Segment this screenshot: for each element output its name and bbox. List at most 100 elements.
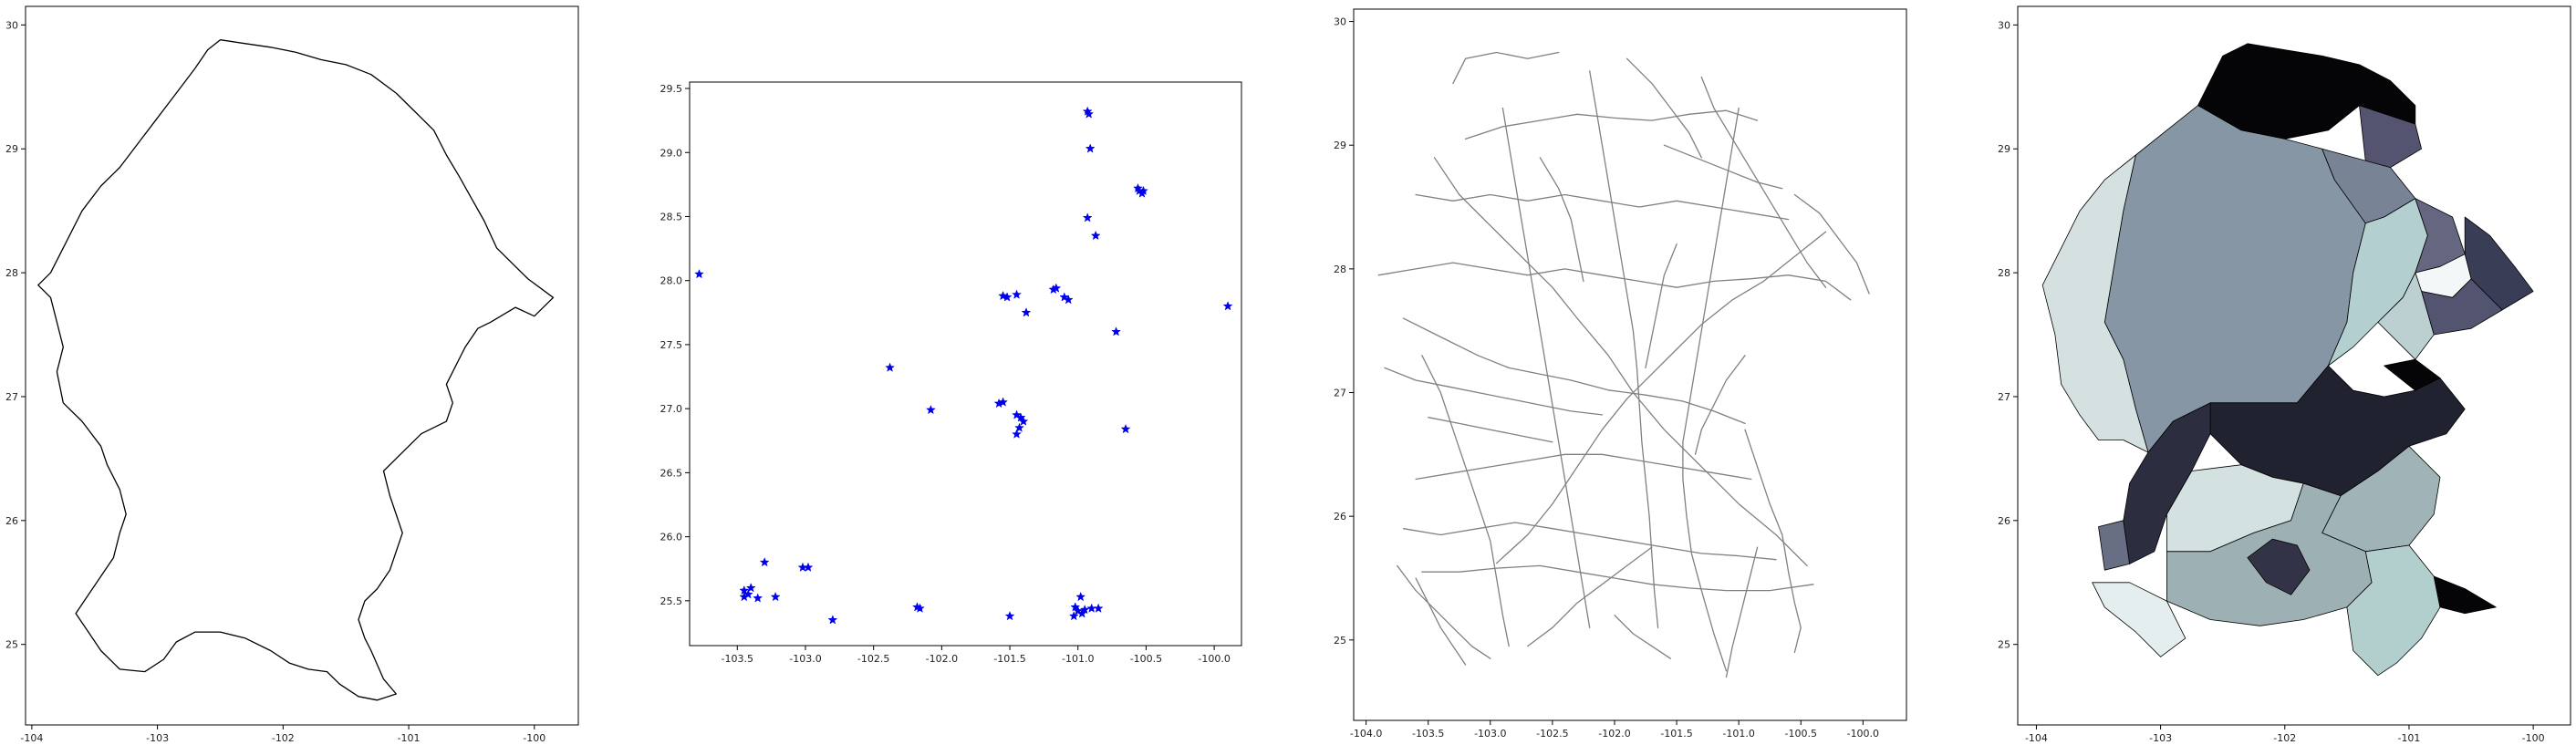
x-tick-label: -101.5 [1660, 728, 1692, 740]
road-line [1452, 51, 1560, 85]
scatter-point [1073, 605, 1084, 616]
scatter-point [745, 583, 756, 593]
scatter-point [1012, 289, 1022, 299]
scatter-point [1070, 602, 1081, 612]
y-tick-label: 28 [5, 267, 18, 279]
x-tick-label: -100.0 [1847, 728, 1879, 740]
road-line [1495, 231, 1827, 564]
scatter-point [1090, 230, 1101, 241]
y-tick-label: 28.0 [660, 275, 683, 287]
state-boundary-outline [37, 39, 555, 701]
road-line [1397, 564, 1491, 659]
scatter-point [1012, 429, 1022, 439]
region-polygon [2433, 575, 2497, 615]
scatter-point [1084, 109, 1095, 119]
region-polygon [2377, 272, 2435, 360]
scatter-point [1085, 143, 1096, 153]
road-line [1428, 417, 1553, 443]
scatter-point [926, 404, 936, 415]
regions-choropleth-map: -104 -103 -102 -101 -100 25 26 27 28 29 30 [1998, 5, 2571, 744]
road-line [1645, 243, 1678, 369]
y-tick-label: 26 [5, 515, 18, 527]
x-tick-label: -101 [2397, 732, 2420, 744]
y-tick-label: 25.5 [660, 595, 683, 607]
road-line [1421, 564, 1814, 592]
x-tick-label: -100.0 [1198, 653, 1230, 665]
x-tick-label: -103.5 [722, 653, 753, 665]
y-tick-label: 27 [1334, 388, 1346, 399]
region-polygon [2098, 520, 2130, 571]
x-tick-label: -102.0 [926, 653, 958, 665]
scatter-point [770, 591, 781, 602]
axes-frame [25, 5, 579, 726]
scatter-point [1014, 422, 1024, 432]
scatter-point [803, 562, 814, 572]
x-tick-label: -102.5 [857, 653, 889, 665]
scatter-point [1063, 295, 1074, 305]
scatter-point [1079, 604, 1090, 615]
scatter-point [694, 268, 704, 279]
y-tick-label: 28 [1334, 264, 1346, 275]
y-tick-label: 26.0 [660, 532, 683, 543]
x-tick-label: -103.5 [1412, 728, 1444, 740]
road-line [1744, 429, 1802, 654]
y-tick-label: 27.5 [660, 339, 683, 351]
x-tick-label: -102.0 [1598, 728, 1630, 740]
road-line [1663, 144, 1783, 190]
region-polygon [2092, 582, 2186, 657]
road-line [1415, 193, 1790, 221]
x-tick-label: -101.0 [1722, 728, 1754, 740]
y-tick-label: 30 [5, 19, 18, 31]
y-tick-label: 26.5 [660, 467, 683, 479]
y-tick-label: 27.0 [660, 403, 683, 415]
region-polygon [2247, 538, 2311, 595]
scatter-point [1093, 603, 1104, 613]
scatter-point [1021, 307, 1032, 317]
road-line [1700, 76, 1827, 288]
scatter-point [743, 589, 753, 599]
x-tick-label: -104 [2025, 732, 2048, 744]
scatter-point [1075, 591, 1086, 602]
x-tick-label: -103.0 [789, 653, 821, 665]
road-line [1464, 109, 1759, 140]
y-tick-label: 27 [5, 391, 18, 403]
scatter-point [1111, 326, 1121, 336]
road-line [1384, 367, 1604, 416]
scatter-point [885, 362, 895, 372]
road-line [1377, 262, 1852, 301]
scatter-point [1002, 292, 1013, 302]
y-tick-label: 26 [1334, 511, 1346, 523]
region-polygon [2197, 43, 2416, 140]
road-line [1682, 107, 1740, 672]
scatter-point [1018, 416, 1029, 426]
road-line [1433, 157, 1808, 567]
road-line [1421, 355, 1510, 647]
y-tick-label: 29 [1998, 143, 2010, 155]
y-tick-label: 25 [1998, 639, 2010, 651]
scatter-point [1082, 212, 1093, 222]
region-polygon [2041, 154, 2149, 453]
scatter-point [1004, 610, 1015, 621]
road-line [1501, 107, 1591, 628]
scatter-point [1059, 292, 1070, 302]
scatter-point [1068, 610, 1079, 621]
x-tick-label: -101 [398, 732, 421, 744]
point-locations-scatter: -103.5 -103.0 -102.5 -102.0 -101.5 -101.0 -100… [660, 81, 1242, 665]
y-tick-label: 28.5 [660, 211, 683, 222]
scatter-point [1051, 283, 1062, 293]
x-tick-label: -101.0 [1062, 653, 1094, 665]
road-line [1402, 317, 1746, 425]
x-tick-label: -102 [272, 732, 295, 744]
boundary-outline-map: -104 -103 -102 -101 -100 25 26 27 28 29 30 [5, 5, 579, 744]
scatter-point [915, 603, 925, 613]
x-tick-label: -101.5 [993, 653, 1025, 665]
y-tick-label: 27 [1998, 391, 2010, 403]
scatter-point [739, 591, 750, 602]
road-line [1793, 193, 1870, 295]
y-tick-label: 29.0 [660, 147, 683, 159]
region-polygon [2359, 105, 2422, 168]
scatter-point [1120, 423, 1131, 434]
road-line [1626, 57, 1702, 159]
y-tick-label: 25 [5, 639, 18, 651]
